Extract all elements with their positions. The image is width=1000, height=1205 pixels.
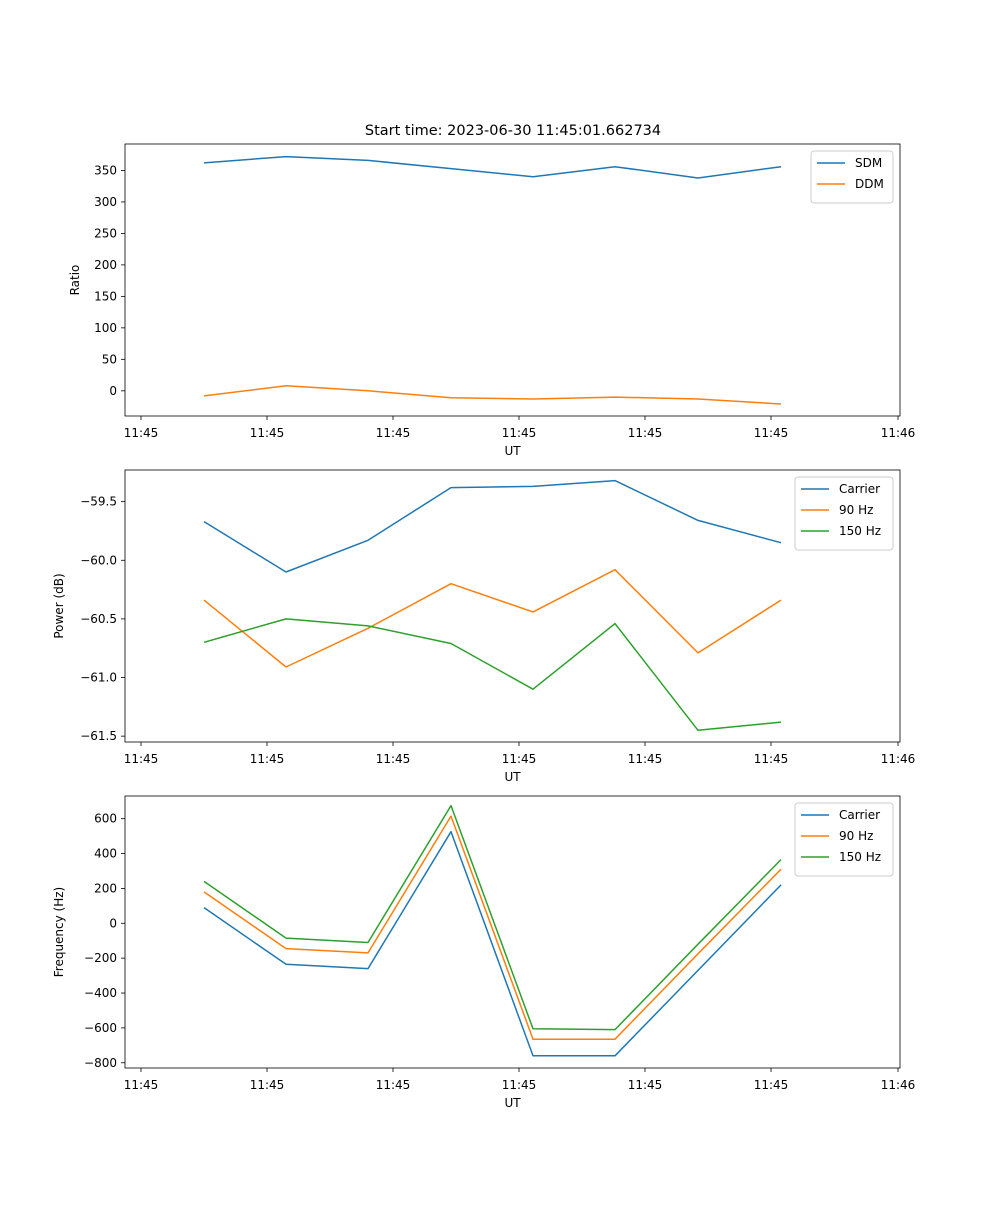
legend: Carrier 90 Hz 150 Hz: [794, 476, 894, 551]
x-tick-label: 11:45: [376, 752, 411, 766]
x-tick-label: 11:45: [628, 752, 663, 766]
y-tick-label: 100: [94, 321, 117, 335]
y-tick-label: 150: [94, 289, 117, 303]
x-tick-label: 11:45: [754, 752, 789, 766]
x-tick-label: 11:45: [628, 1078, 663, 1092]
y-tick-label: −600: [84, 1021, 117, 1035]
axes-frame: [124, 469, 901, 743]
legend-label: Carrier: [839, 482, 880, 496]
series-line-1: [203, 155, 782, 179]
y-tick-label: 400: [94, 847, 117, 861]
x-tick-label: 11:45: [754, 1078, 789, 1092]
x-tick-label: 11:45: [628, 426, 663, 440]
y-tick-label: 0: [109, 384, 117, 398]
x-tick-label: 11:45: [376, 426, 411, 440]
legend-label: SDM: [855, 156, 882, 170]
x-tick-label: 11:45: [250, 426, 285, 440]
x-tick-label: 11:46: [881, 426, 916, 440]
x-tick-label: 11:45: [124, 1078, 159, 1092]
x-tick-label: 11:45: [250, 1078, 285, 1092]
x-axis-label: UT: [504, 770, 521, 784]
y-tick-label: 200: [94, 258, 117, 272]
legend-label: 90 Hz: [839, 829, 873, 843]
legend-box: [810, 150, 894, 204]
panel-1: 11:45 11:45 11:45 11:45 11:45 11:45 11:46 0 50 10…: [68, 143, 916, 458]
series-line-2: [203, 385, 782, 405]
y-axis-label: Frequency (Hz): [52, 887, 66, 978]
panel-3: 11:45 11:45 11:45 11:45 11:45 11:45 11:46 −800 −…: [52, 795, 916, 1110]
x-tick-label: 11:45: [754, 426, 789, 440]
y-tick-label: −800: [84, 1056, 117, 1070]
y-tick-label: 50: [102, 352, 117, 366]
y-tick-label: 200: [94, 881, 117, 895]
legend: SDM DDM: [810, 150, 894, 204]
y-tick-label: −59.5: [80, 495, 117, 509]
legend-label: 150 Hz: [839, 524, 881, 538]
axes-frame: [124, 143, 901, 417]
x-tick-label: 11:45: [124, 752, 159, 766]
axes-frame: [124, 795, 901, 1069]
x-tick-label: 11:45: [502, 752, 537, 766]
series-line-1: [203, 830, 782, 1057]
y-tick-label: −400: [84, 986, 117, 1000]
y-tick-label: 0: [109, 916, 117, 930]
series-line-1: [203, 479, 782, 573]
figure-title: Start time: 2023-06-30 11:45:01.662734: [365, 123, 661, 139]
y-tick-label: −61.0: [80, 671, 117, 685]
y-tick-label: 600: [94, 812, 117, 826]
x-tick-label: 11:45: [502, 1078, 537, 1092]
series-line-2: [203, 568, 782, 668]
series-line-3: [203, 618, 782, 732]
series-line-2: [203, 815, 782, 1040]
x-tick-label: 11:46: [881, 1078, 916, 1092]
x-axis-label: UT: [504, 444, 521, 458]
legend-label: DDM: [855, 177, 884, 191]
y-tick-label: 250: [94, 226, 117, 240]
y-tick-label: −200: [84, 951, 117, 965]
panel-2: 11:45 11:45 11:45 11:45 11:45 11:45 11:46 −61.5…: [52, 469, 916, 784]
series-line-3: [203, 804, 782, 1031]
legend-label: 90 Hz: [839, 503, 873, 517]
y-tick-label: −60.0: [80, 553, 117, 567]
y-tick-label: 300: [94, 195, 117, 209]
y-tick-label: −61.5: [80, 729, 117, 743]
x-axis-label: UT: [504, 1096, 521, 1110]
y-axis-label: Ratio: [68, 265, 82, 296]
legend-label: 150 Hz: [839, 850, 881, 864]
x-tick-label: 11:45: [250, 752, 285, 766]
legend-label: Carrier: [839, 808, 880, 822]
x-tick-label: 11:46: [881, 752, 916, 766]
y-tick-label: 350: [94, 163, 117, 177]
y-axis-label: Power (dB): [52, 573, 66, 638]
legend: Carrier 90 Hz 150 Hz: [794, 802, 894, 877]
y-tick-label: −60.5: [80, 612, 117, 626]
x-tick-label: 11:45: [376, 1078, 411, 1092]
x-tick-label: 11:45: [124, 426, 159, 440]
x-tick-label: 11:45: [502, 426, 537, 440]
